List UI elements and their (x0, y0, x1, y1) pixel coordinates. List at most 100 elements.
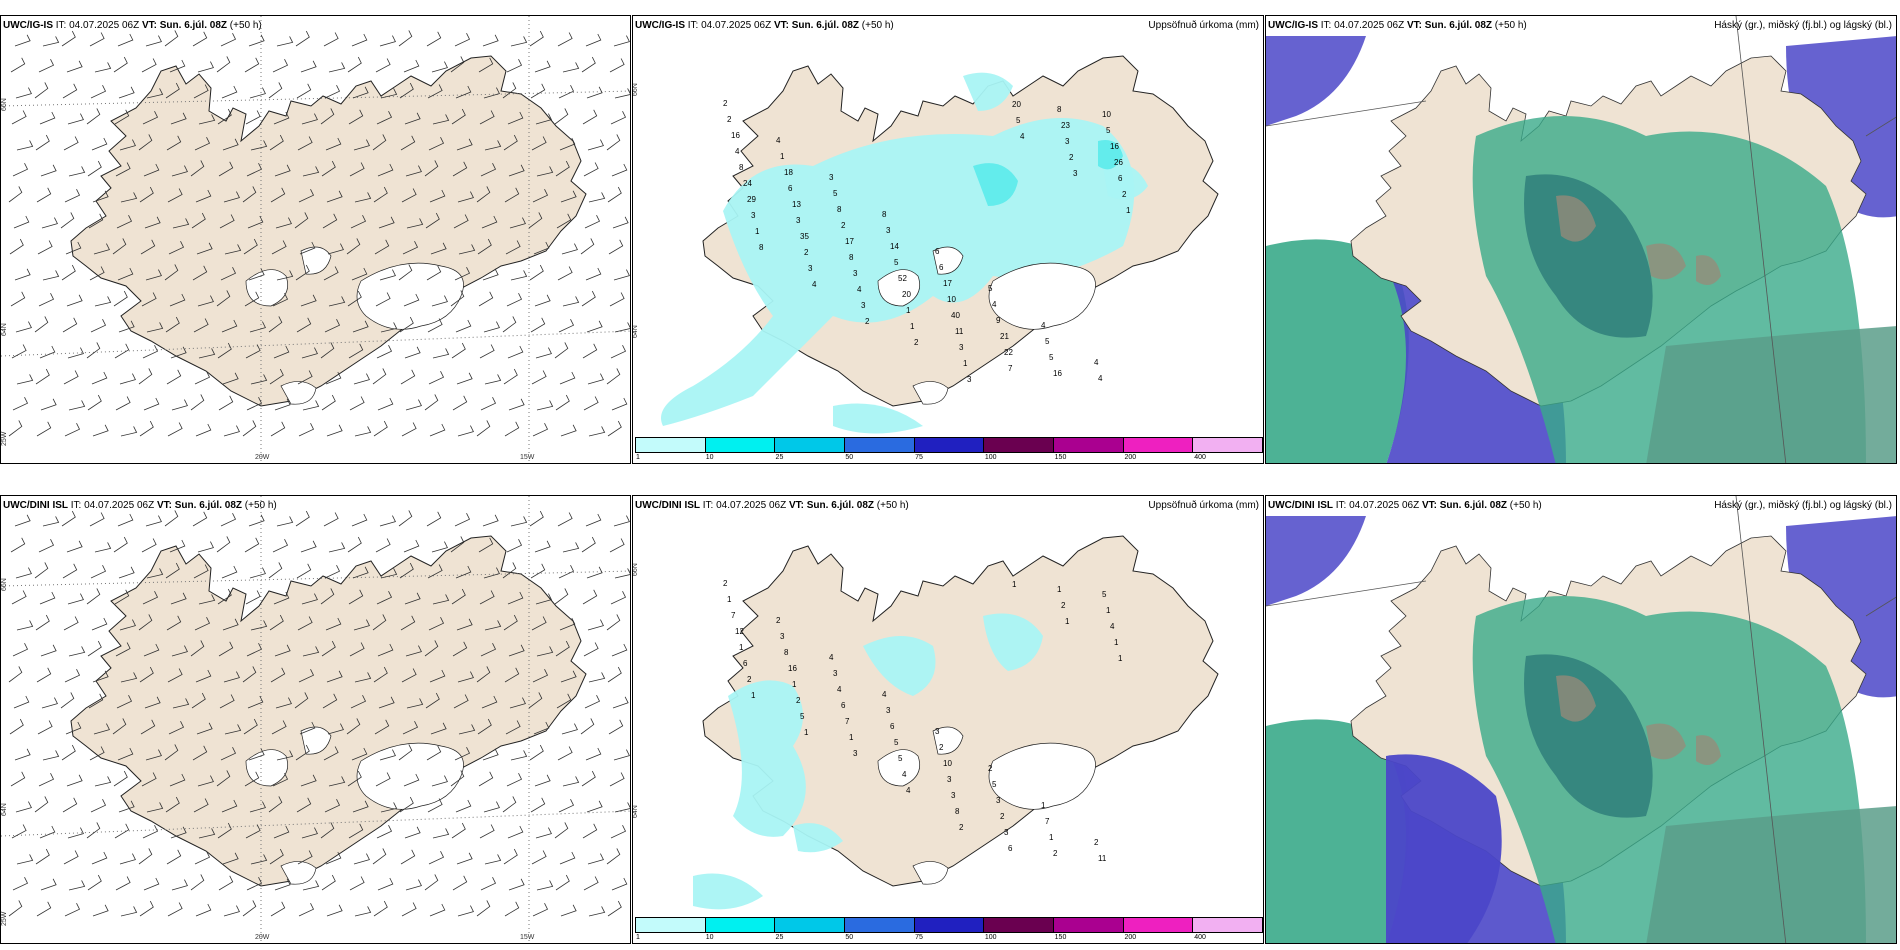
wind-barb (194, 617, 211, 631)
wind-barb (450, 536, 465, 553)
precip-value: 5 (988, 284, 993, 293)
wind-barb (607, 900, 622, 917)
wind-barb (326, 670, 343, 683)
wind-barb (34, 82, 49, 99)
wind-barb (528, 692, 543, 709)
glacier (300, 726, 332, 755)
wind-barb-map (1, 16, 630, 463)
wind-barb (120, 906, 138, 917)
wind-barb (94, 542, 112, 553)
wind-barb (614, 88, 630, 99)
wind-barb (86, 342, 101, 359)
wind-barb (216, 536, 231, 553)
wind-barb (609, 58, 625, 73)
wind-barb (354, 426, 372, 437)
cloud-mid-area (1646, 326, 1896, 463)
wind-barb (92, 904, 109, 917)
legend-swatch (705, 918, 776, 932)
wind-barb (607, 666, 622, 683)
graticule (1, 496, 630, 943)
wind-barb (119, 139, 136, 151)
wind-barb (458, 244, 476, 255)
wind-barb (562, 542, 580, 553)
precip-value: 8 (739, 163, 744, 172)
legend-colorbar (635, 917, 1263, 933)
wind-barb (165, 316, 180, 333)
wind-barb (376, 345, 393, 359)
wind-barb (400, 135, 416, 151)
legend-swatch (1193, 438, 1263, 452)
wind-barb (399, 562, 414, 579)
wind-barb (481, 215, 498, 229)
wind-barb (198, 828, 216, 839)
wind-barb (114, 109, 130, 125)
legend-swatch (1193, 918, 1263, 932)
wind-barb (93, 723, 110, 735)
wind-barb (295, 744, 310, 761)
wind-barb (88, 213, 104, 229)
cloud-low-area (1266, 516, 1366, 606)
wind-barb (195, 423, 212, 437)
precip-value: 3 (967, 375, 972, 384)
wind-barb (193, 84, 209, 99)
wind-barb (68, 880, 86, 891)
wind-barb (348, 823, 364, 839)
precip-value: 4 (992, 300, 997, 309)
wind-barb (405, 879, 422, 891)
wind-barb (556, 693, 572, 709)
wind-barb (268, 562, 283, 579)
wind-barb (61, 264, 76, 281)
wind-barb (216, 56, 231, 73)
wind-barb (479, 110, 495, 125)
wind-barb (430, 722, 447, 735)
wind-barb (10, 57, 26, 73)
wind-barb (273, 825, 290, 839)
wind-barb (34, 316, 49, 333)
precip-value: 17 (845, 237, 854, 246)
precip-value: 8 (955, 807, 960, 816)
wind-barb (404, 826, 421, 839)
wind-barb (581, 290, 596, 307)
precip-map-panel-row2: UWC/DINI ISL IT: 04.07.2025 06Z VT: Sun.… (632, 495, 1264, 944)
cloud-title: Háský (gr.), miðský (fj.bl.) og lágský (… (1714, 20, 1892, 31)
precip-value: 1 (739, 643, 744, 652)
wind-barb (354, 672, 372, 683)
wind-barb (61, 30, 76, 47)
wind-barb (476, 900, 491, 917)
wind-barb (476, 420, 491, 437)
precip-value: 2 (1069, 153, 1074, 162)
legend-tick-label: 1 (636, 934, 640, 941)
wind-barb (431, 61, 448, 73)
wind-barb (349, 396, 365, 411)
precip-value: 29 (747, 195, 756, 204)
wind-barb (373, 900, 388, 917)
wind-barb (529, 510, 544, 527)
wind-barb (560, 190, 577, 203)
precip-area (728, 680, 806, 837)
wind-barb (115, 162, 131, 177)
wind-barb (327, 723, 344, 735)
precip-value: 5 (894, 258, 899, 267)
wind-barb (11, 344, 27, 359)
wind-barb (456, 138, 473, 151)
wind-barb (530, 317, 546, 333)
legend-swatch (705, 438, 776, 452)
wind-barb (42, 36, 60, 47)
precip-value: 8 (882, 210, 887, 219)
wind-barb (246, 163, 263, 177)
wind-barb (302, 400, 320, 411)
precip-value: 9 (996, 316, 1001, 325)
cloud-cover-map (1266, 16, 1896, 463)
precip-value: 1 (1118, 654, 1123, 663)
wind-barb (63, 850, 79, 865)
wind-barb (190, 874, 205, 891)
wind-barb (348, 589, 364, 605)
wind-barb (196, 242, 213, 255)
wind-barb (376, 111, 393, 125)
wind-barb (609, 538, 625, 553)
wind-barb (68, 646, 86, 657)
wind-barb (274, 398, 291, 411)
wind-barb (14, 514, 31, 527)
precip-value: 3 (1004, 828, 1009, 837)
wind-barb (585, 33, 602, 47)
